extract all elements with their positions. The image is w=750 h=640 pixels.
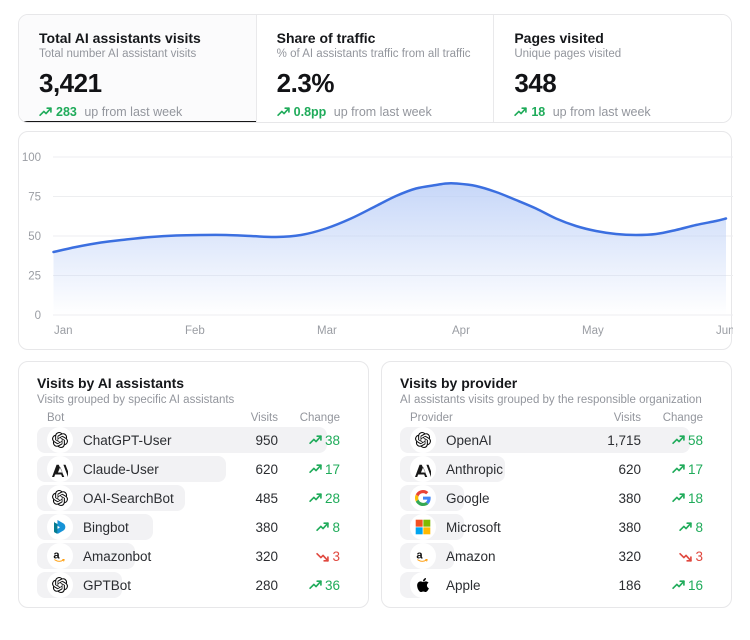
svg-text:100: 100 xyxy=(22,152,41,164)
svg-text:Apr: Apr xyxy=(452,325,470,337)
svg-text:Feb: Feb xyxy=(185,325,205,337)
svg-text:25: 25 xyxy=(28,271,41,283)
svg-text:Mar: Mar xyxy=(317,325,337,337)
svg-text:Jun: Jun xyxy=(716,325,733,337)
svg-text:75: 75 xyxy=(28,192,41,204)
svg-text:Jan: Jan xyxy=(54,325,73,337)
svg-text:0: 0 xyxy=(35,310,41,322)
svg-text:50: 50 xyxy=(28,231,41,243)
svg-text:May: May xyxy=(582,325,604,337)
